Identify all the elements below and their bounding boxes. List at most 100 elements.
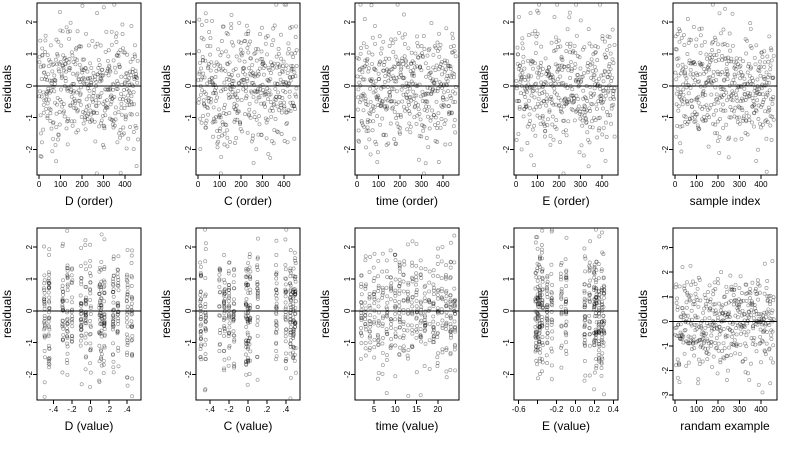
data-point: [79, 282, 84, 287]
data-point: [699, 63, 704, 68]
data-point: [397, 300, 402, 304]
data-point: [569, 59, 573, 64]
data-point: [247, 113, 252, 118]
data-point: [47, 315, 52, 320]
data-point: [545, 295, 550, 300]
data-points: [358, 233, 458, 398]
data-point: [560, 67, 565, 72]
data-point: [677, 94, 682, 99]
data-point: [711, 112, 716, 117]
data-point: [541, 99, 546, 104]
data-point: [240, 129, 244, 134]
data-point: [725, 98, 729, 103]
data-point: [551, 77, 556, 82]
data-point: [595, 45, 600, 50]
data-point: [210, 120, 215, 125]
data-point: [61, 53, 66, 58]
data-point: [369, 77, 374, 82]
data-point: [219, 50, 224, 55]
data-point: [99, 334, 104, 339]
data-point: [257, 122, 262, 127]
data-point: [589, 57, 594, 62]
data-point: [129, 273, 134, 278]
data-point: [55, 62, 60, 67]
data-point: [424, 99, 429, 104]
data-point: [716, 341, 721, 346]
data-point: [609, 103, 614, 108]
data-point: [397, 277, 402, 282]
data-point: [737, 65, 742, 70]
data-point: [65, 142, 70, 147]
data-point: [751, 326, 756, 331]
data-point: [731, 77, 736, 82]
data-point: [748, 313, 753, 318]
data-point: [425, 99, 430, 104]
data-point: [453, 130, 458, 135]
data-point: [115, 328, 120, 333]
data-point: [88, 348, 93, 353]
data-point: [412, 60, 416, 65]
data-point: [416, 157, 421, 162]
data-point: [718, 107, 723, 112]
data-point: [106, 73, 111, 78]
data-point: [766, 80, 771, 85]
data-point: [118, 96, 122, 101]
data-point: [224, 123, 229, 128]
data-point: [555, 69, 560, 74]
data-point: [283, 294, 288, 299]
data-point: [245, 346, 250, 351]
data-point: [409, 98, 414, 103]
data-point: [676, 73, 681, 78]
data-point: [526, 98, 531, 103]
data-point: [448, 44, 453, 49]
data-point: [116, 303, 121, 308]
data-point: [199, 357, 204, 362]
data-point: [93, 98, 98, 103]
data-point: [385, 67, 390, 72]
data-point: [519, 147, 524, 152]
data-point: [252, 82, 257, 87]
data-point: [719, 31, 723, 36]
data-point: [243, 302, 248, 307]
y-tick-label: 1: [502, 51, 511, 56]
data-point: [592, 370, 597, 375]
data-point: [728, 59, 733, 64]
data-point: [65, 282, 70, 287]
data-point: [71, 89, 76, 94]
data-point: [259, 25, 264, 30]
data-point: [740, 73, 745, 78]
data-point: [579, 75, 584, 79]
data-point: [222, 368, 227, 373]
data-point: [203, 337, 208, 342]
data-point: [402, 54, 407, 59]
data-point: [444, 97, 449, 102]
data-point: [451, 44, 456, 48]
data-point: [754, 43, 759, 48]
data-point: [42, 335, 47, 340]
data-point: [422, 107, 427, 112]
data-point: [721, 102, 725, 107]
data-point: [748, 296, 752, 301]
data-point: [726, 55, 731, 60]
data-point: [97, 331, 102, 336]
data-point: [73, 98, 77, 103]
data-point: [245, 267, 250, 272]
data-point: [393, 331, 398, 336]
data-point: [244, 372, 249, 377]
data-point: [83, 319, 88, 324]
data-point: [291, 336, 296, 341]
data-point: [263, 35, 268, 40]
data-point: [380, 99, 385, 104]
data-point: [99, 285, 103, 290]
data-point: [116, 50, 121, 55]
y-tick-label: 0: [184, 83, 193, 88]
data-point: [129, 338, 134, 343]
data-point: [425, 114, 430, 119]
data-point: [388, 121, 393, 126]
data-point: [98, 300, 102, 305]
data-point: [569, 106, 574, 111]
data-point: [264, 136, 269, 141]
data-point: [47, 247, 52, 252]
data-point: [423, 99, 428, 104]
data-point: [685, 280, 689, 285]
